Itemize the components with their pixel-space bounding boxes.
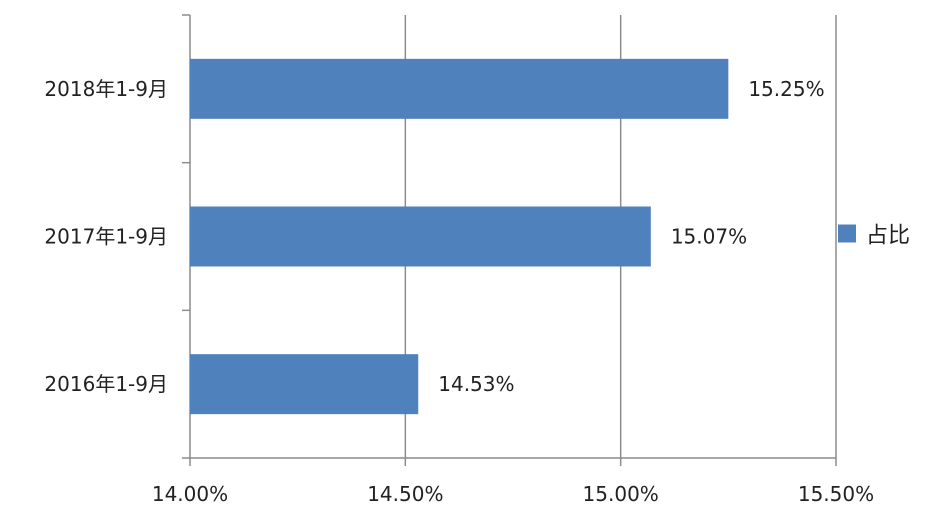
x-tick-label: 14.00% xyxy=(152,482,228,506)
x-tick-label: 15.00% xyxy=(583,482,659,506)
bar xyxy=(190,58,729,119)
bars xyxy=(190,58,729,415)
x-tick-label: 15.50% xyxy=(798,482,874,506)
legend-label: 占比 xyxy=(866,224,910,249)
labels: 14.00% 14.50% 15.00% 15.50% 2018年1-9月 15.25% 2… xyxy=(44,77,874,506)
data-label: 15.25% xyxy=(748,77,824,101)
x-tick-label: 14.50% xyxy=(367,482,443,506)
legend-swatch xyxy=(838,224,856,243)
y-category-label: 2018年1-9月 xyxy=(44,77,168,101)
bar xyxy=(190,206,651,267)
data-label: 14.53% xyxy=(438,372,514,396)
bar xyxy=(190,354,419,415)
legend: 占比 xyxy=(838,224,910,249)
y-category-label: 2017年1-9月 xyxy=(44,225,168,249)
y-category-label: 2016年1-9月 xyxy=(44,372,168,396)
data-label: 15.07% xyxy=(671,225,747,249)
